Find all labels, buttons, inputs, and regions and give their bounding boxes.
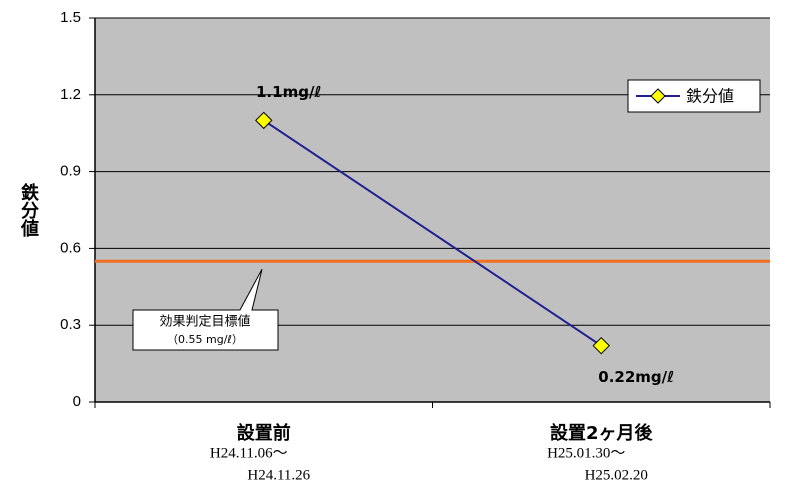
- date-label: H25.02.20: [585, 467, 648, 483]
- marker: [592, 336, 610, 355]
- callout-text: 効果判定目標値: [159, 314, 250, 330]
- legend-marker: [650, 88, 666, 104]
- callout-text: （0.55 mg/ℓ）: [167, 333, 243, 346]
- date-label: H24.11.06～: [210, 445, 288, 461]
- marker: [255, 111, 273, 130]
- y-tick-label: 1.2: [60, 86, 81, 103]
- date-label: H25.01.30～: [547, 445, 625, 461]
- x-tick-label: 設置2ヶ月後: [550, 422, 654, 444]
- x-tick-label: 設置前: [237, 422, 291, 444]
- y-tick-label: 1.5: [60, 9, 81, 26]
- y-tick-label: 0: [73, 393, 81, 410]
- y-tick-label: 0.6: [60, 239, 81, 256]
- legend-label: 鉄分値: [686, 87, 734, 106]
- callout: [132, 268, 279, 351]
- data-label: 0.22mg/ℓ: [598, 368, 674, 386]
- y-tick-label: 0.9: [60, 163, 81, 180]
- series-line: [263, 119, 602, 347]
- data-label: 1.1mg/ℓ: [256, 83, 322, 101]
- y-axis-label: 鉄分値: [18, 182, 40, 238]
- date-label: H24.11.26: [247, 467, 310, 483]
- y-tick-label: 0.3: [60, 316, 81, 333]
